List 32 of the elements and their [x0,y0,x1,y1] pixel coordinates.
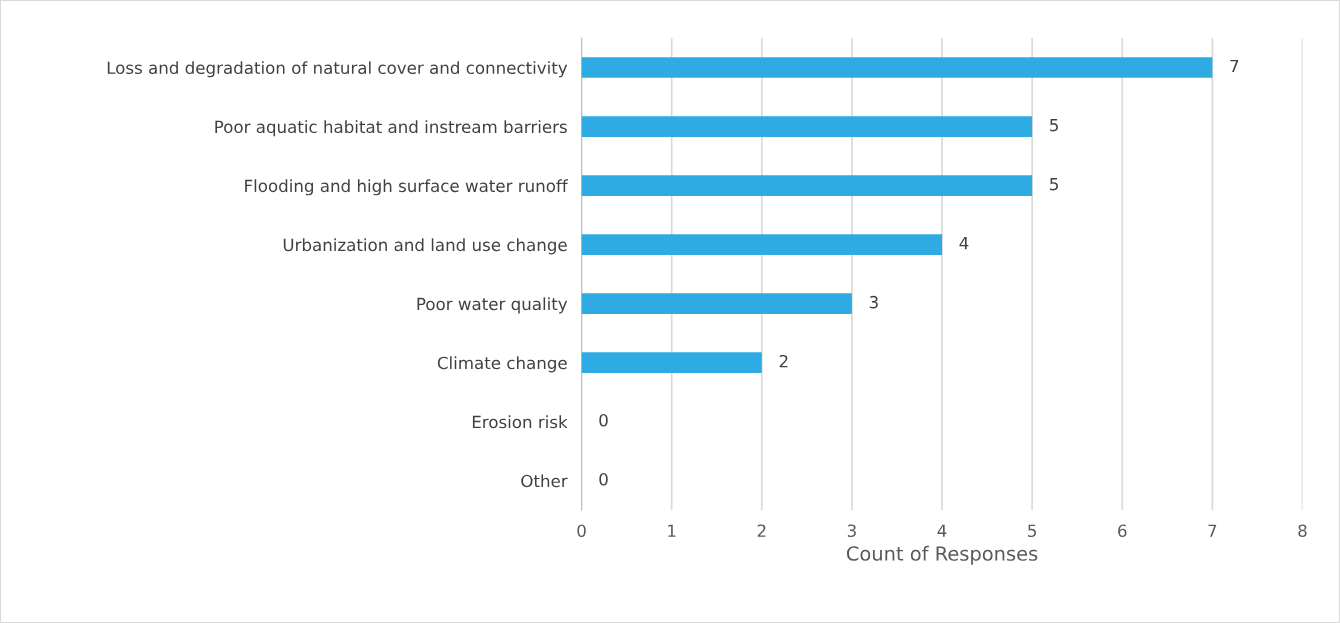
data-label: 5 [1050,118,1058,132]
bar [581,57,1213,78]
bar [581,352,762,373]
bar [581,175,1033,196]
bar [581,116,1033,137]
x-tick-label: 2 [757,524,766,537]
data-label: 7 [1230,59,1239,73]
x-tick-label: 6 [1118,524,1127,538]
y-tick-label: Poor aquatic habitat and instream barriers [215,120,567,137]
x-tick-label: 1 [668,524,676,537]
x-tick-label: 8 [1298,524,1307,538]
y-tick-label: Climate change [437,356,567,373]
y-tick-label: Flooding and high surface water runoff [245,179,568,196]
x-axis-title: Count of Responses [846,545,1038,565]
x-tick-label: 0 [577,524,586,538]
x-tick-label: 7 [1208,524,1217,537]
bar [581,234,943,255]
x-tick-label: 5 [1028,524,1036,538]
y-tick-label: Erosion risk [472,415,568,429]
y-tick-label: Poor water quality [417,297,568,314]
data-label: 3 [869,295,878,309]
data-label: 2 [779,354,788,368]
data-label: 4 [959,237,969,250]
x-tick-label: 3 [847,524,856,538]
data-label: 0 [599,413,608,427]
y-tick-label: Other [521,474,568,488]
data-label: 5 [1050,178,1058,191]
y-tick-label: Loss and degradation of natural cover and connectivity [107,61,568,78]
data-label: 0 [599,472,608,486]
x-tick-label: 4 [937,524,947,537]
y-tick-label: Urbanization and land use change [283,238,567,255]
bar [581,293,852,314]
